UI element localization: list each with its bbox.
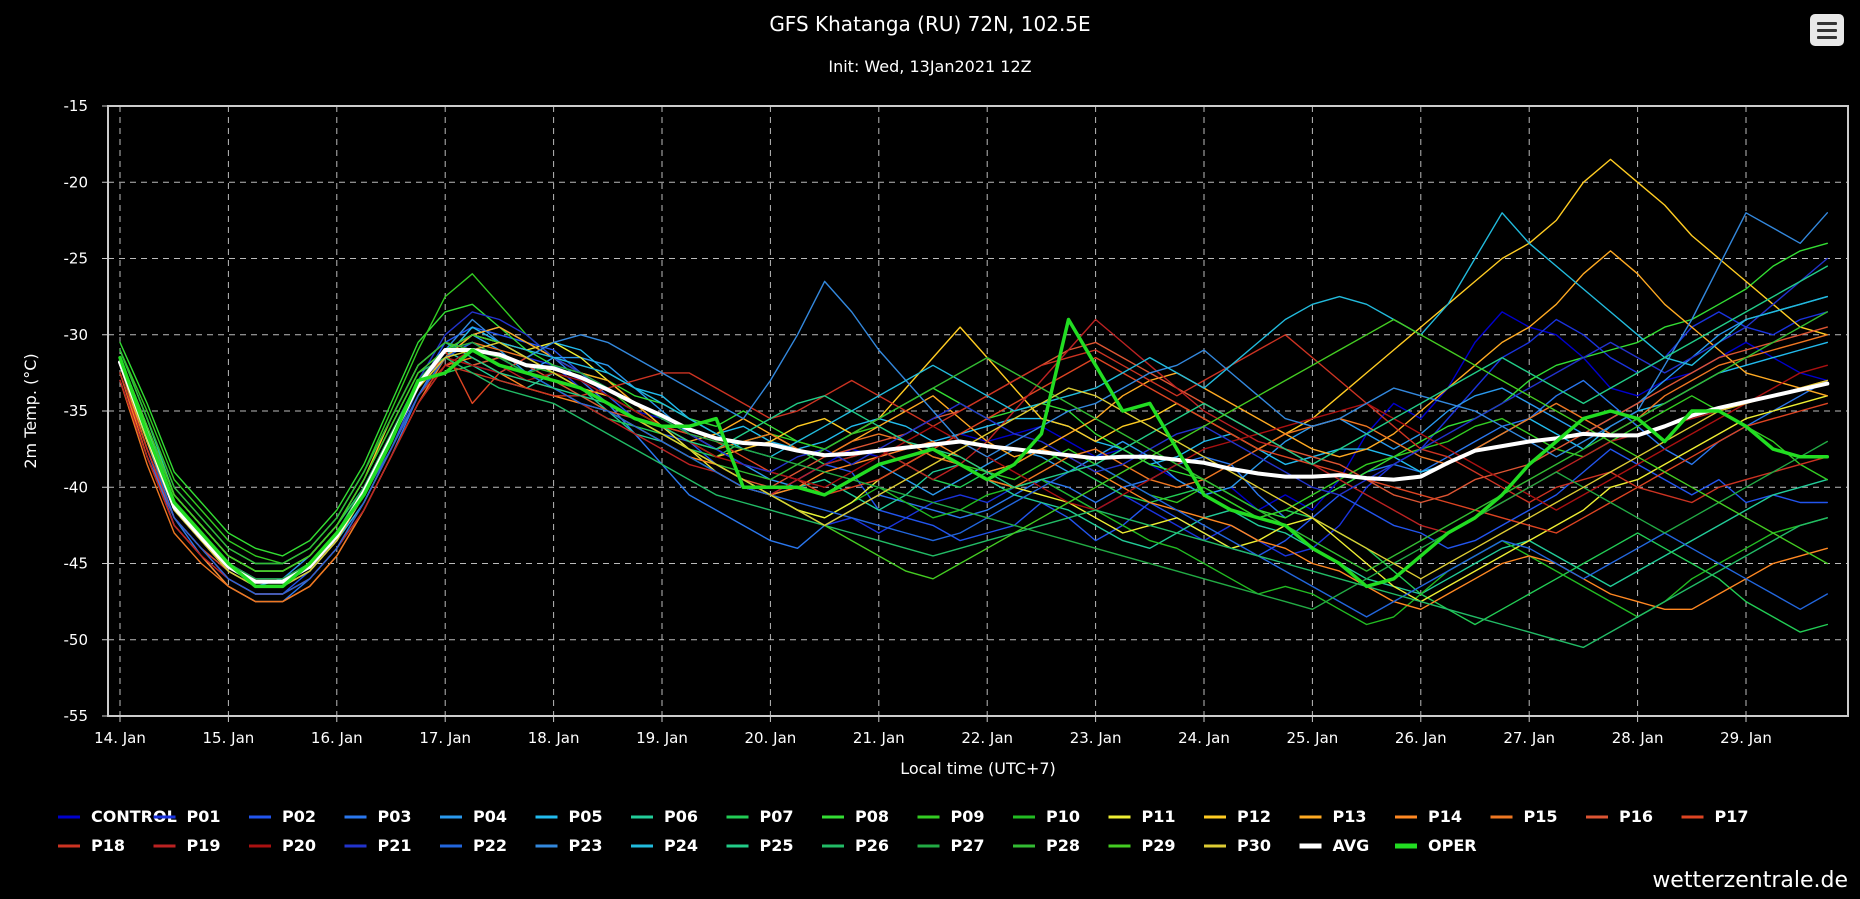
x-tick-label: 20. Jan <box>745 729 797 747</box>
series-line-avg <box>118 348 1830 584</box>
x-tick-label: 14. Jan <box>94 729 146 747</box>
x-tick-label: 25. Jan <box>1287 729 1339 747</box>
series-lines <box>118 158 1830 649</box>
series-line-oper <box>118 317 1830 589</box>
y-tick-label: -20 <box>64 173 89 191</box>
legend-item-p11[interactable]: P11 <box>1142 807 1176 826</box>
legend-item-p21[interactable]: P21 <box>378 836 412 855</box>
y-tick-label: -35 <box>64 402 89 420</box>
site-credit: wetterzentrale.de <box>1652 868 1848 893</box>
legend-item-p20[interactable]: P20 <box>282 836 316 855</box>
legend-item-p23[interactable]: P23 <box>569 836 603 855</box>
series-line-p02 <box>119 326 1829 595</box>
y-tick-label: -45 <box>64 555 89 573</box>
series-line-p24 <box>119 212 1829 588</box>
legend-item-p22[interactable]: P22 <box>473 836 507 855</box>
x-tick-label: 24. Jan <box>1178 729 1230 747</box>
legend-item-p09[interactable]: P09 <box>951 807 985 826</box>
legend-item-p29[interactable]: P29 <box>1142 836 1176 855</box>
legend-item-p15[interactable]: P15 <box>1524 807 1558 826</box>
chart-title: GFS Khatanga (RU) 72N, 102.5E <box>769 12 1090 36</box>
x-tick-label: 18. Jan <box>528 729 580 747</box>
y-tick-label: -15 <box>64 97 89 115</box>
legend-item-control[interactable]: CONTROL <box>91 807 177 826</box>
y-axis-label: 2m Temp. (°C) <box>21 353 40 468</box>
x-tick-label: 17. Jan <box>419 729 471 747</box>
legend-item-p16[interactable]: P16 <box>1619 807 1653 826</box>
series-line-p28 <box>119 311 1829 572</box>
legend[interactable]: CONTROL P01 P02 P03 P04 P05 P06 P07 P08 P09 P10 P11… <box>58 807 1749 855</box>
legend-item-p12[interactable]: P12 <box>1237 807 1271 826</box>
legend-item-p14[interactable]: P14 <box>1428 807 1462 826</box>
x-axis-ticks: 14. Jan 15. Jan 16. Jan 17. Jan 18. Jan 19. J… <box>94 716 1772 747</box>
hamburger-menu-icon[interactable] <box>1810 14 1844 46</box>
x-tick-label: 19. Jan <box>636 729 688 747</box>
legend-item-avg[interactable]: AVG <box>1333 836 1370 855</box>
legend-item-p24[interactable]: P24 <box>664 836 698 855</box>
legend-item-p02[interactable]: P02 <box>282 807 316 826</box>
legend-item-p25[interactable]: P25 <box>760 836 794 855</box>
legend-item-p17[interactable]: P17 <box>1715 807 1749 826</box>
y-tick-label: -55 <box>64 707 89 725</box>
legend-item-p28[interactable]: P28 <box>1046 836 1080 855</box>
x-tick-label: 26. Jan <box>1395 729 1447 747</box>
y-tick-label: -30 <box>64 326 89 344</box>
series-line-p13 <box>119 250 1829 595</box>
x-tick-label: 27. Jan <box>1503 729 1555 747</box>
x-axis-label: Local time (UTC+7) <box>900 759 1056 778</box>
legend-item-p05[interactable]: P05 <box>569 807 603 826</box>
y-tick-label: -50 <box>64 631 89 649</box>
y-axis-ticks: -15 -20 -25 -30 -35 -40 -45 -50 -55 <box>64 97 108 725</box>
legend-item-p27[interactable]: P27 <box>951 836 985 855</box>
legend-item-p10[interactable]: P10 <box>1046 807 1080 826</box>
x-tick-label: 15. Jan <box>203 729 255 747</box>
legend-item-p18[interactable]: P18 <box>91 836 125 855</box>
series-line-p27 <box>119 341 1829 610</box>
x-tick-label: 21. Jan <box>853 729 905 747</box>
legend-item-p30[interactable]: P30 <box>1237 836 1271 855</box>
series-line-p08 <box>119 242 1829 557</box>
legend-item-p26[interactable]: P26 <box>855 836 889 855</box>
x-tick-label: 22. Jan <box>961 729 1013 747</box>
chart-subtitle: Init: Wed, 13Jan2021 12Z <box>828 57 1031 76</box>
legend-item-p04[interactable]: P04 <box>473 807 507 826</box>
grid-lines <box>108 106 1848 716</box>
x-tick-label: 28. Jan <box>1612 729 1664 747</box>
series-line-p22 <box>119 341 1829 618</box>
y-tick-label: -25 <box>64 250 89 268</box>
legend-item-p13[interactable]: P13 <box>1333 807 1367 826</box>
legend-item-p06[interactable]: P06 <box>664 807 698 826</box>
legend-item-p19[interactable]: P19 <box>187 836 221 855</box>
y-tick-label: -40 <box>64 478 89 496</box>
series-line-p29 <box>119 318 1829 580</box>
legend-item-p07[interactable]: P07 <box>760 807 794 826</box>
legend-item-p03[interactable]: P03 <box>378 807 412 826</box>
x-tick-label: 29. Jan <box>1720 729 1772 747</box>
legend-item-p01[interactable]: P01 <box>187 807 221 826</box>
series-line-p25 <box>119 265 1829 565</box>
legend-item-oper[interactable]: OPER <box>1428 836 1477 855</box>
x-tick-label: 16. Jan <box>311 729 363 747</box>
x-tick-label: 23. Jan <box>1070 729 1122 747</box>
legend-item-p08[interactable]: P08 <box>855 807 889 826</box>
